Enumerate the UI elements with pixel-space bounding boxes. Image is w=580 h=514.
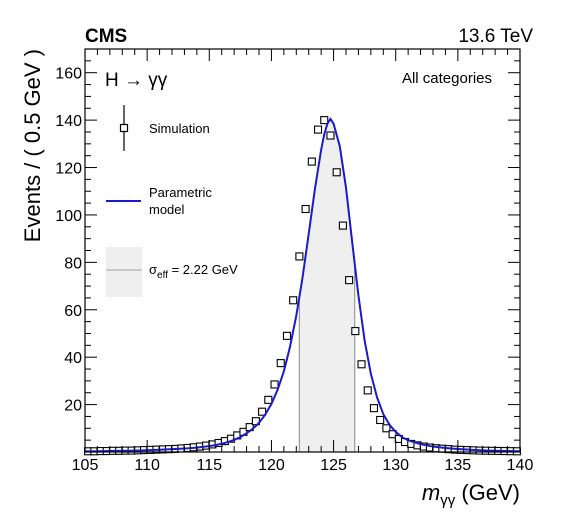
- y-tick-label: 40: [64, 350, 82, 367]
- data-point-marker: [376, 415, 385, 425]
- data-point: [264, 395, 273, 404]
- data-point-marker: [295, 252, 304, 261]
- legend-band-label: σeff = 2.22 GeV: [149, 262, 238, 281]
- data-point: [258, 407, 267, 416]
- data-point-marker: [307, 157, 316, 166]
- data-point-marker: [363, 386, 372, 395]
- data-point-marker: [369, 404, 379, 413]
- data-point: [320, 116, 329, 125]
- data-point-marker: [357, 360, 366, 369]
- data-point-marker: [313, 125, 323, 134]
- data-point-marker: [388, 430, 397, 439]
- data-point-marker: [332, 168, 341, 177]
- legend-band-swatch: [106, 247, 142, 297]
- data-point: [357, 360, 366, 369]
- model-line: [84, 117, 521, 453]
- data-point-marker: [320, 116, 329, 125]
- data-point-marker: [338, 221, 347, 230]
- y-tick-label: 160: [55, 66, 82, 83]
- data-point: [338, 221, 347, 230]
- legend-simulation-label: Simulation: [149, 121, 210, 136]
- y-axis-title: Events / ( 0.5 GeV ): [20, 49, 45, 242]
- data-point-marker: [351, 327, 360, 336]
- x-tick-label: 105: [72, 457, 99, 474]
- legend-simulation-marker: [119, 123, 129, 133]
- data-point-marker: [258, 407, 267, 416]
- data-point-marker: [301, 204, 310, 214]
- energy-label: 13.6 TeV: [458, 26, 533, 47]
- x-tick-label: 110: [134, 457, 160, 474]
- x-tick-label: 135: [445, 457, 472, 474]
- legend-model-label: Parametric: [149, 185, 212, 200]
- data-point: [376, 415, 385, 425]
- data-point: [307, 157, 316, 166]
- data-point: [276, 359, 285, 368]
- y-tick-label: 60: [64, 303, 82, 320]
- x-tick-label: 125: [320, 457, 347, 474]
- data-point-marker: [276, 359, 285, 368]
- x-tick-label: 115: [197, 457, 223, 474]
- data-point-marker: [264, 395, 273, 404]
- data-point: [369, 404, 379, 413]
- legend: Simulation Parametric model σeff = 2.22 …: [106, 105, 238, 297]
- y-tick-label: 80: [64, 255, 82, 272]
- y-tick-label: 20: [64, 398, 82, 415]
- data-point-marker: [382, 424, 391, 433]
- data-point-marker: [270, 380, 279, 389]
- y-tick-label: 140: [55, 113, 82, 130]
- data-point: [270, 380, 279, 389]
- data-point: [301, 204, 310, 214]
- y-tick-label: 100: [55, 208, 82, 225]
- data-point: [313, 125, 323, 134]
- y-tick-label: 120: [55, 161, 82, 178]
- data-point: [326, 131, 335, 140]
- data-point: [351, 327, 360, 336]
- x-axis-title: mγγ (GeV): [422, 480, 520, 509]
- data-point-marker: [326, 131, 335, 140]
- x-tick-label: 130: [382, 457, 409, 474]
- x-tick-labels: 105 110 115 120 125 130 135 140: [72, 457, 534, 474]
- data-point: [332, 168, 341, 177]
- y-tick-labels: 20 40 60 80 100 120 140 160: [55, 66, 82, 415]
- data-point: [282, 331, 292, 340]
- process-label: H → γγ: [105, 70, 168, 91]
- data-point: [345, 276, 354, 285]
- x-tick-label: 140: [507, 457, 534, 474]
- data-point-marker: [345, 276, 354, 285]
- x-tick-label: 120: [258, 457, 285, 474]
- data-point: [363, 386, 372, 395]
- data-point-marker: [282, 331, 292, 340]
- category-label: All categories: [402, 70, 492, 87]
- data-point: [295, 252, 304, 261]
- axis-ticks: [84, 48, 521, 453]
- data-point: [382, 424, 391, 433]
- legend-model-label-2: model: [149, 202, 185, 217]
- experiment-label: CMS: [85, 26, 127, 47]
- data-point-marker: [289, 296, 298, 305]
- data-point: [388, 430, 397, 439]
- data-point: [289, 296, 298, 305]
